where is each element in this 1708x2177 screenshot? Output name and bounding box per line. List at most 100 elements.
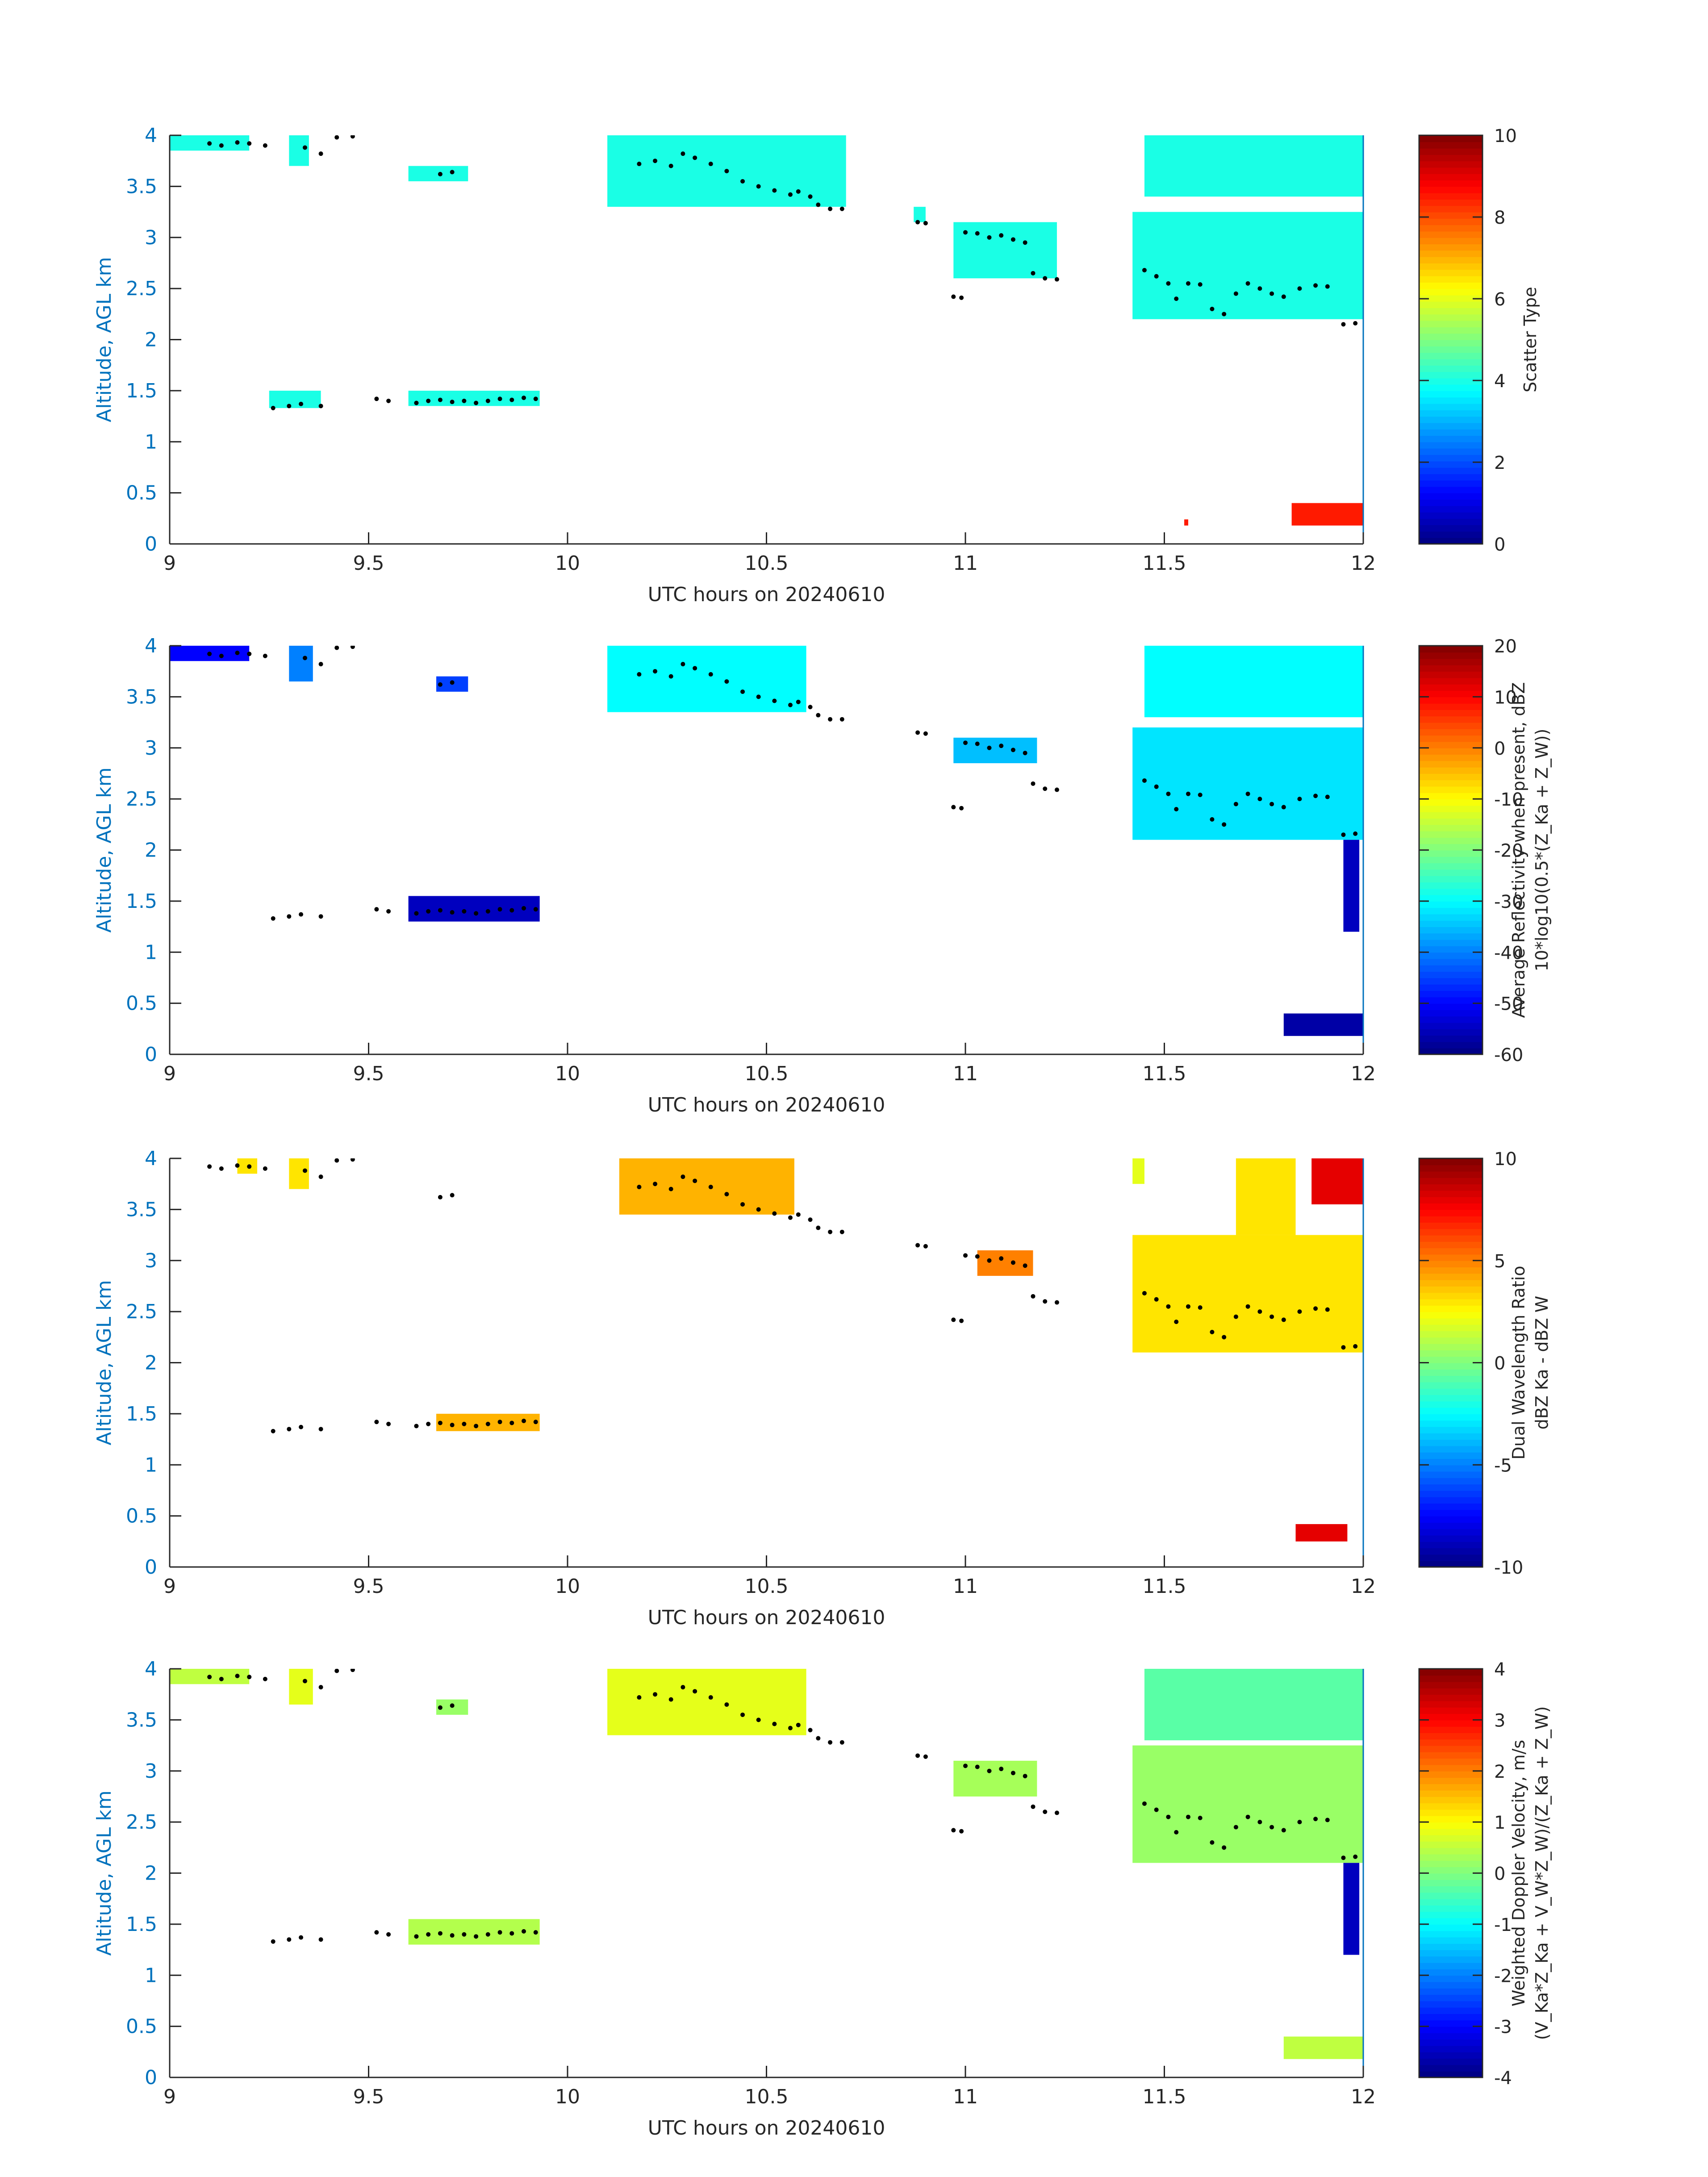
colorbar-tick-label: 0 [1494, 1864, 1505, 1885]
cloud-base-point [951, 1317, 956, 1322]
colorbar-step [1419, 1009, 1482, 1017]
cloud-base-point [207, 1675, 212, 1680]
cloud-base-point [533, 1930, 538, 1935]
colorbar-step [1419, 1286, 1482, 1293]
cloud-base-point [1054, 1810, 1059, 1815]
colorbar-step [1419, 205, 1482, 213]
colorbar-step [1419, 288, 1482, 296]
colorbar-step [1419, 512, 1482, 519]
x-tick-label: 11.5 [1143, 1062, 1186, 1085]
colorbar-step [1419, 1968, 1482, 1976]
cloud-base-point [816, 1736, 821, 1741]
cloud-base-point [975, 741, 980, 746]
colorbar-step [1419, 1171, 1482, 1178]
heatmap-region [1343, 840, 1360, 932]
colorbar-tick-label: -3 [1494, 2017, 1512, 2038]
colorbar: -60 -50 -40 -30 -20 -10 0 10 20 Average Reflectiv… [1418, 636, 1552, 1066]
y-tick-label: 0.5 [126, 992, 157, 1015]
cloud-base-point [426, 909, 431, 914]
x-tick-label: 9.5 [353, 552, 384, 575]
cloud-base-point [1031, 1804, 1036, 1809]
cloud-base-point [334, 1158, 339, 1163]
colorbar-step [1419, 1790, 1482, 1797]
cloud-base-point [426, 398, 431, 403]
cloud-base-point [247, 652, 252, 656]
colorbar-step [1419, 780, 1482, 787]
colorbar-step [1419, 652, 1482, 659]
colorbar-step [1419, 301, 1482, 309]
colorbar-step [1419, 1930, 1482, 1938]
cloud-base-point [334, 646, 339, 650]
cloud-base-point [450, 680, 455, 685]
cloud-base-point [808, 705, 813, 710]
cloud-base-point [1353, 321, 1358, 326]
colorbar-step [1419, 1318, 1482, 1325]
colorbar-step [1419, 180, 1482, 187]
colorbar-tick-label: 0 [1494, 1354, 1505, 1374]
y-tick-label: 0 [145, 2066, 157, 2089]
colorbar-step [1419, 378, 1482, 385]
cloud-base-point [1297, 1309, 1302, 1314]
colorbar-tick-label: -60 [1494, 1045, 1523, 1066]
colorbar-step [1419, 1516, 1482, 1523]
y-tick-label: 3 [145, 1249, 157, 1272]
colorbar-step [1419, 263, 1482, 270]
cloud-base-point [693, 666, 697, 671]
cloud-base-point [386, 398, 391, 403]
y-tick-label: 2 [145, 839, 157, 862]
cloud-base-point [756, 694, 761, 699]
colorbar-label: Weighted Doppler Velocity, m/s [1509, 1740, 1528, 2006]
colorbar-step [1419, 493, 1482, 500]
colorbar-step [1419, 250, 1482, 257]
colorbar-tick-label: 10 [1494, 687, 1517, 708]
cloud-base-point [219, 653, 224, 658]
cloud-base-point [637, 1695, 642, 1700]
cloud-base-point [653, 669, 658, 674]
cloud-base-point [235, 1163, 240, 1168]
colorbar-step [1419, 148, 1482, 155]
x-tick-label: 9 [163, 1575, 176, 1598]
cloud-base-point [923, 731, 928, 736]
cloud-base-point [462, 398, 467, 403]
colorbar-step [1419, 1822, 1482, 1829]
colorbar-step [1419, 295, 1482, 302]
cloud-base-point [1222, 822, 1227, 827]
cloud-base-point [668, 1697, 673, 1702]
colorbar-step [1419, 365, 1482, 372]
colorbar-step [1419, 1267, 1482, 1274]
y-tick-label: 0.5 [126, 2015, 157, 2038]
colorbar-step [1419, 384, 1482, 391]
cloud-base-point [450, 1193, 455, 1198]
cloud-base-point [1210, 1329, 1215, 1334]
cloud-base-point [219, 1676, 224, 1681]
cloud-base-point [497, 1420, 502, 1425]
cloud-base-point [788, 1215, 793, 1220]
cloud-base-point [438, 397, 443, 402]
cloud-base-point [1270, 802, 1274, 806]
colorbar-step [1419, 767, 1482, 774]
x-tick-label: 10.5 [745, 1062, 789, 1085]
cloud-base-point [1210, 1840, 1215, 1845]
colorbar-step [1419, 684, 1482, 691]
heatmap-region [1144, 1669, 1363, 1741]
colorbar-step [1419, 1248, 1482, 1255]
cloud-base-point [374, 397, 379, 401]
colorbar-step [1419, 799, 1482, 806]
cloud-base-point [438, 908, 443, 913]
colorbar-tick-label: 5 [1494, 1251, 1505, 1272]
colorbar-step [1419, 212, 1482, 219]
cloud-base-point [1313, 1306, 1318, 1311]
heatmap-region [1144, 646, 1363, 718]
colorbar-step [1419, 1401, 1482, 1408]
colorbar-step [1419, 499, 1482, 506]
cloud-base-point [318, 1685, 323, 1690]
colorbar-step [1419, 1803, 1482, 1810]
cloud-base-point [263, 1166, 267, 1171]
cloud-base-point [1198, 1815, 1203, 1820]
cloud-base-point [637, 672, 642, 677]
colorbar-step [1419, 1529, 1482, 1536]
cloud-base-point [207, 141, 212, 146]
cloud-base-point [668, 674, 673, 679]
cloud-base-point [1325, 1818, 1330, 1822]
colorbar-step [1419, 1394, 1482, 1402]
